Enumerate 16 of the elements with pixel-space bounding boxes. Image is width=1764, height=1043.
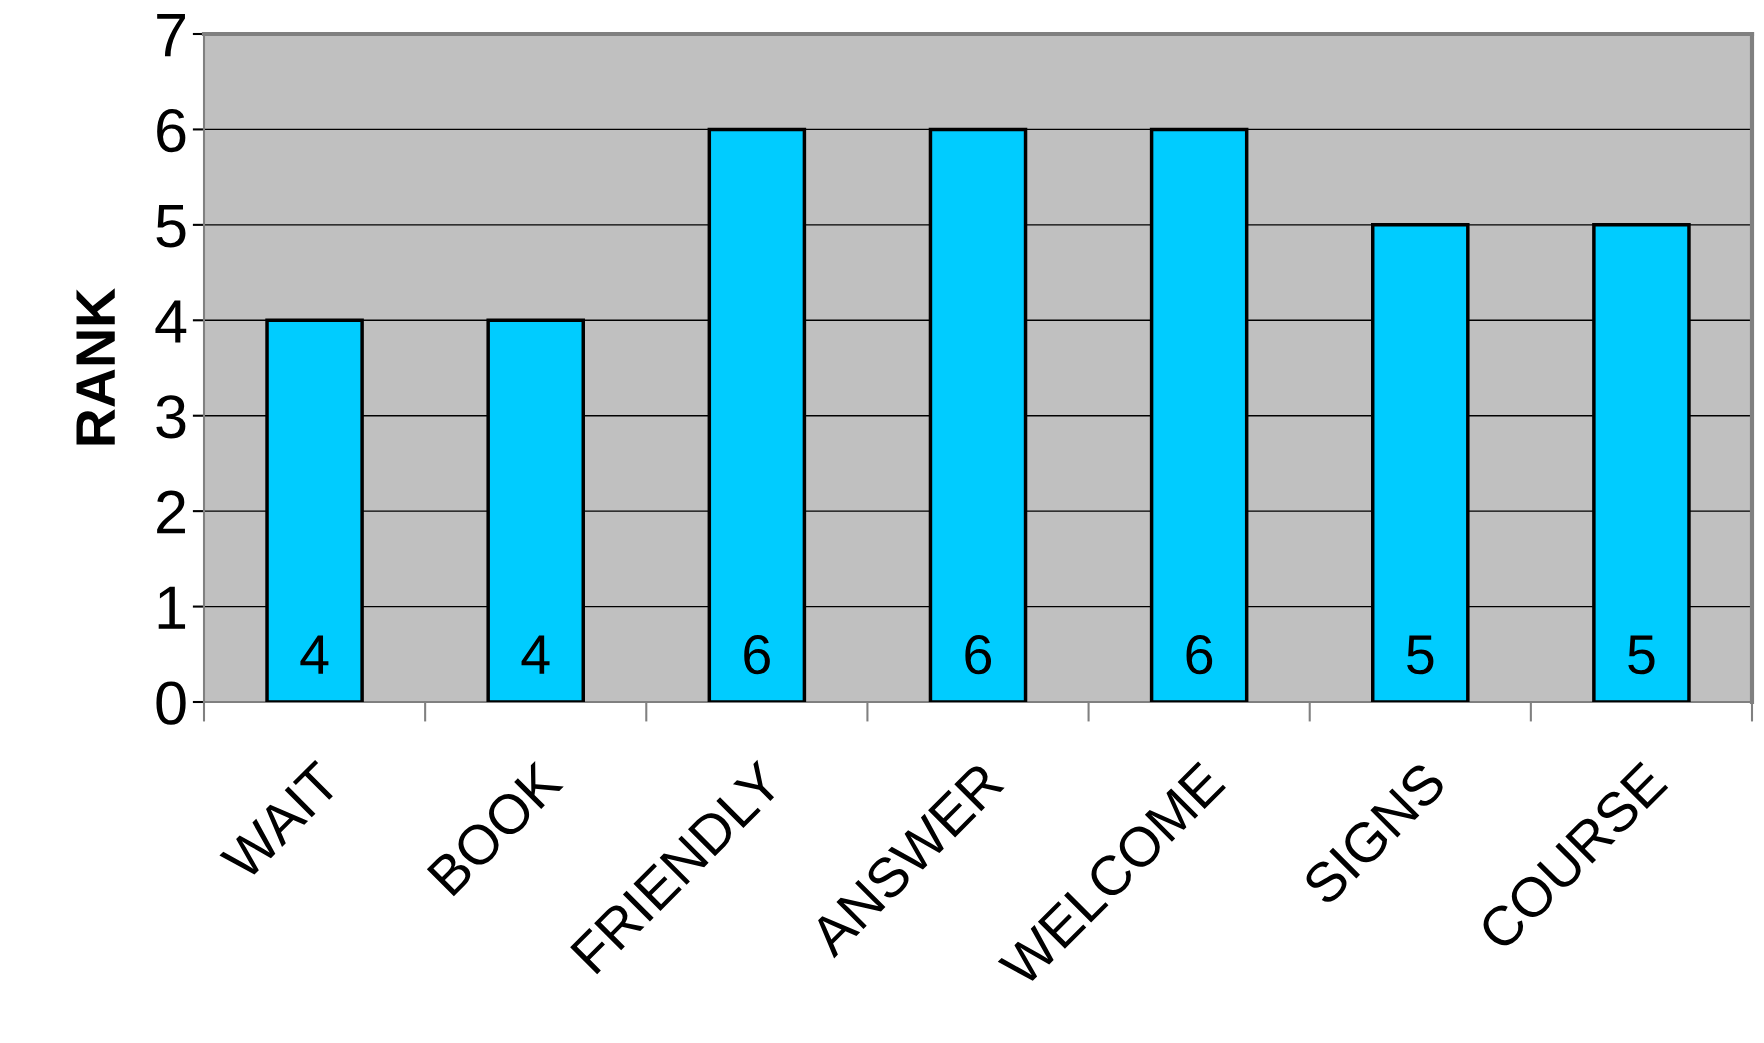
data-label: 4 xyxy=(521,635,550,674)
data-label: 6 xyxy=(1186,635,1213,675)
data-label: 6 xyxy=(744,635,770,675)
y-tick-label: 6 xyxy=(157,108,186,153)
y-tick-label: 2 xyxy=(157,490,185,534)
y-tick-label: 3 xyxy=(156,395,186,439)
y-axis-title: RANK xyxy=(76,288,115,445)
data-label: 6 xyxy=(965,635,992,675)
y-tick-label: 5 xyxy=(156,204,186,248)
data-label: 5 xyxy=(1407,635,1434,675)
y-tick-label: 1 xyxy=(158,586,186,629)
y-tick-label: 7 xyxy=(157,14,185,57)
data-label: 5 xyxy=(1628,635,1655,675)
y-tick-label: 0 xyxy=(156,681,186,725)
y-tick-label: 4 xyxy=(155,300,187,343)
data-label: 4 xyxy=(300,635,329,674)
